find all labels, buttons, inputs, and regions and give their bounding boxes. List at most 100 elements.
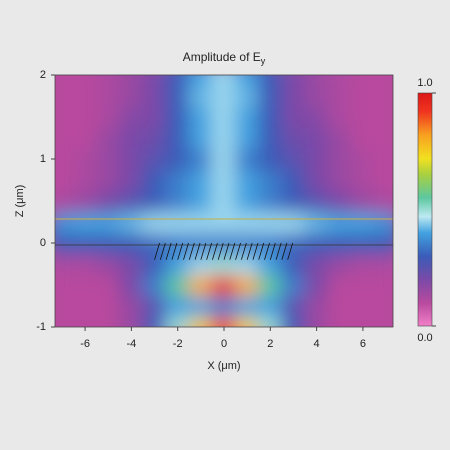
field-cell — [304, 147, 330, 171]
field-cell — [327, 294, 353, 318]
field-cell — [55, 252, 75, 276]
field-cell — [188, 231, 214, 255]
field-cell — [327, 231, 353, 255]
field-cell — [72, 231, 98, 255]
field-cell — [118, 75, 144, 87]
field-cell — [280, 189, 307, 213]
field-cell — [141, 210, 168, 234]
field-cell — [280, 168, 307, 192]
field-cell — [141, 231, 168, 255]
field-cell — [188, 189, 214, 213]
field-cell — [327, 273, 353, 297]
field-cell — [234, 84, 260, 108]
field-cell — [373, 210, 393, 234]
field-cell — [95, 126, 121, 150]
field-cell — [118, 273, 144, 297]
field-cell — [55, 168, 75, 192]
field-cell — [373, 252, 393, 276]
field-cell — [55, 189, 75, 213]
field-cell — [234, 147, 260, 171]
field-cell — [304, 189, 330, 213]
field-cell — [165, 147, 191, 171]
field-cell — [257, 189, 283, 213]
field-cell — [72, 105, 98, 129]
field-cell — [280, 84, 307, 108]
field-cell — [327, 252, 353, 276]
field-cell — [373, 273, 393, 297]
field-cell — [350, 126, 376, 150]
field-cell — [350, 273, 376, 297]
field-cell — [257, 126, 283, 150]
field-cell — [280, 294, 307, 318]
field-cell — [234, 75, 260, 87]
field-cell — [304, 84, 330, 108]
field-cell — [95, 252, 121, 276]
field-cell — [165, 315, 191, 327]
field-cell — [165, 189, 191, 213]
field-cell — [211, 126, 237, 150]
field-cell — [327, 168, 353, 192]
field-cell — [280, 147, 307, 171]
field-cell — [72, 168, 98, 192]
field-cell — [165, 252, 191, 276]
field-cell — [211, 75, 237, 87]
field-cell — [257, 315, 283, 327]
field-cell — [373, 315, 393, 327]
y-tick-label: 2 — [40, 69, 46, 81]
field-cell — [118, 168, 144, 192]
field-cell — [373, 126, 393, 150]
field-cell — [72, 273, 98, 297]
field-cell — [95, 210, 121, 234]
field-cell — [72, 315, 98, 327]
field-cell — [350, 252, 376, 276]
field-cell — [327, 147, 353, 171]
field-cell — [327, 75, 353, 87]
grating — [154, 242, 294, 260]
field-cell — [141, 126, 168, 150]
field-cell — [280, 273, 307, 297]
field-cell — [188, 252, 214, 276]
field-cells — [55, 75, 393, 327]
field-cell — [72, 189, 98, 213]
field-cell — [373, 231, 393, 255]
field-cell — [118, 105, 144, 129]
x-tick-label: 6 — [360, 338, 366, 350]
field-cell — [327, 84, 353, 108]
field-cell — [350, 147, 376, 171]
field-cell — [55, 315, 75, 327]
field-cell — [118, 231, 144, 255]
x-tick-label: -4 — [127, 338, 137, 350]
field-cell — [165, 126, 191, 150]
field-cell — [141, 75, 168, 87]
field-cell — [304, 126, 330, 150]
field-cell — [95, 189, 121, 213]
field-cell — [350, 231, 376, 255]
field-cell — [257, 231, 283, 255]
field-cell — [211, 147, 237, 171]
field-cell — [72, 75, 98, 87]
field-cell — [141, 147, 168, 171]
field-cell — [95, 315, 121, 327]
field-cell — [141, 252, 168, 276]
title-text: Amplitude of E — [183, 50, 261, 64]
field-cell — [95, 273, 121, 297]
field-cell — [234, 273, 260, 297]
field-cell — [373, 168, 393, 192]
field-cell — [327, 105, 353, 129]
field-cell — [373, 75, 393, 87]
field-cell — [188, 126, 214, 150]
field-cell — [257, 147, 283, 171]
field-cell — [234, 168, 260, 192]
field-cell — [141, 189, 168, 213]
field-cell — [72, 252, 98, 276]
field-cell — [304, 168, 330, 192]
field-cell — [55, 126, 75, 150]
field-cell — [257, 273, 283, 297]
field-cell — [304, 315, 330, 327]
field-cell — [304, 252, 330, 276]
field-cell — [72, 294, 98, 318]
field-cell — [373, 147, 393, 171]
field-cell — [327, 315, 353, 327]
field-cell — [211, 315, 237, 327]
field-cell — [257, 84, 283, 108]
